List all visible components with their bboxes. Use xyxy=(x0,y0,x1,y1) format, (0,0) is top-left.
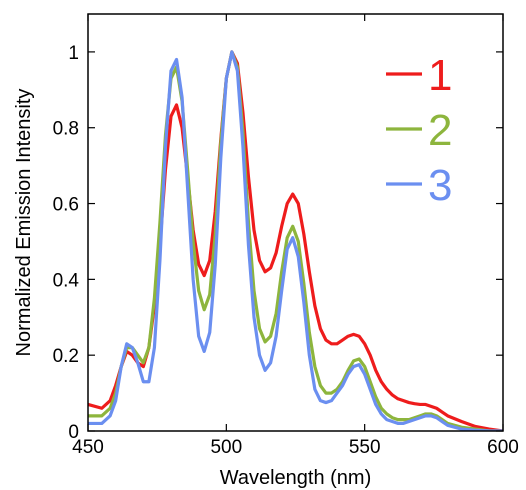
x-axis-title: Wavelength (nm) xyxy=(220,467,372,489)
plot-frame xyxy=(87,13,504,432)
y-axis-title: Normalized Emission Intensity xyxy=(13,89,35,357)
y-tick-label: 0.4 xyxy=(53,270,80,291)
y-tick-label: 0 xyxy=(68,422,79,443)
y-tick-label: 0.2 xyxy=(53,346,79,367)
y-tick-label: 1 xyxy=(68,43,79,64)
x-tick-label: 550 xyxy=(349,437,381,458)
series-line-2 xyxy=(88,50,503,431)
x-tick-label: 500 xyxy=(210,437,242,458)
legend-label-3: 3 xyxy=(428,161,452,210)
y-tick-label: 0.6 xyxy=(53,195,79,216)
x-tick-label: 450 xyxy=(72,437,104,458)
y-tick-label: 0.8 xyxy=(53,119,79,140)
x-tick-label: 600 xyxy=(487,437,519,458)
legend-label-2: 2 xyxy=(428,106,452,155)
series-line-3 xyxy=(88,50,503,431)
legend-label-1: 1 xyxy=(428,51,452,100)
